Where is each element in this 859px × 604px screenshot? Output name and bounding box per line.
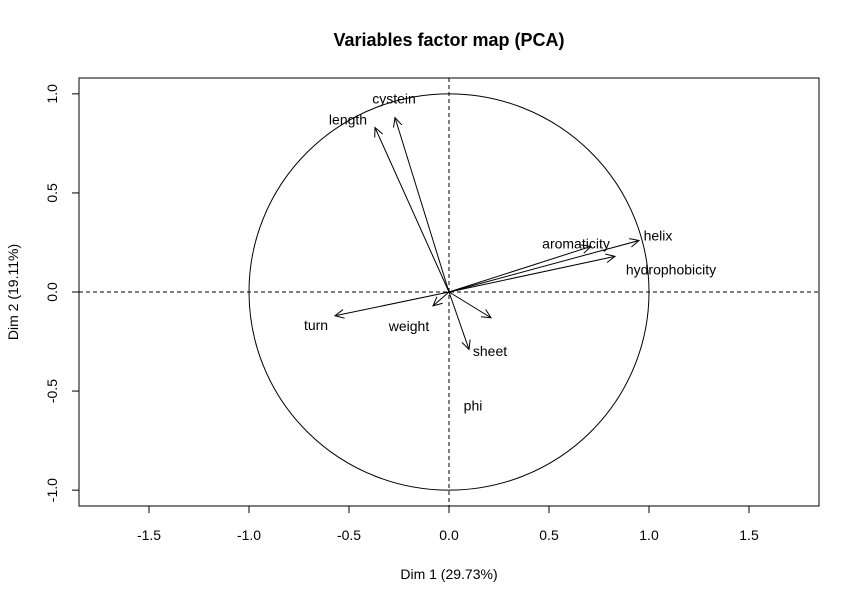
x-tick-label-4: 0.5 <box>539 527 559 543</box>
arrowhead-length <box>374 126 383 138</box>
vector-helix: helix <box>448 227 673 293</box>
label-aromaticity: aromaticity <box>542 235 610 251</box>
arrow-line-phi <box>448 291 470 350</box>
y-tick-label-2: 0.0 <box>44 282 60 302</box>
arrow-line-aromaticity <box>448 245 592 293</box>
arrowhead-weight <box>432 296 443 307</box>
arrow-line-sheet <box>448 291 492 319</box>
y-axis-label: Dim 2 (19.11%) <box>5 244 21 340</box>
arrow-line-cystein <box>394 117 450 293</box>
vector-length: length <box>329 112 450 293</box>
vector-aromaticity: aromaticity <box>448 235 610 293</box>
arrowhead-helix <box>629 238 641 248</box>
vector-weight: weight <box>388 291 450 334</box>
x-tick-label-6: 1.5 <box>739 527 759 543</box>
y-tick-label-1: -0.5 <box>44 379 60 403</box>
label-phi: phi <box>464 397 483 413</box>
vector-sheet: sheet <box>448 291 507 359</box>
arrowhead-turn <box>333 309 345 319</box>
x-tick-label-3: 0.0 <box>439 527 459 543</box>
arrow-line-weight <box>432 291 450 307</box>
label-sheet: sheet <box>473 343 507 359</box>
arrow-line-turn <box>334 291 450 317</box>
label-helix: helix <box>644 227 673 243</box>
label-length: length <box>329 112 367 128</box>
vector-hydrophobicity: hydrophobicity <box>448 253 716 293</box>
arrowhead-cystein <box>393 116 403 128</box>
vector-cystein: cystein <box>372 91 450 293</box>
x-axis-label: Dim 1 (29.73%) <box>400 566 497 582</box>
arrowhead-sheet <box>481 309 492 319</box>
label-turn: turn <box>304 317 328 333</box>
arrowhead-hydrophobicity <box>605 253 617 263</box>
chart-title: Variables factor map (PCA) <box>333 30 564 50</box>
label-hydrophobicity: hydrophobicity <box>626 261 716 277</box>
x-tick-label-0: -1.5 <box>137 527 161 543</box>
vector-phi: phi <box>448 291 483 413</box>
correlation-circle <box>248 93 650 491</box>
x-tick-label-5: 1.0 <box>639 527 659 543</box>
arrow-line-helix <box>448 239 640 293</box>
unit-circle <box>248 93 650 491</box>
axes: -1.5 -1.0 -0.5 0.0 0.5 1.0 1.5 -1.0 -0.5 0.0 0.5 1.… <box>44 84 759 543</box>
y-tick-label-0: -1.0 <box>44 478 60 502</box>
arrow-line-hydrophobicity <box>448 255 616 293</box>
arrow-line-length <box>374 127 450 293</box>
variable-vectors: length cystein helix aromaticity hydrophobic… <box>304 91 716 414</box>
label-weight: weight <box>388 318 430 334</box>
vector-turn: turn <box>304 291 450 333</box>
y-tick-label-4: 1.0 <box>44 84 60 104</box>
arrowhead-phi <box>461 339 471 351</box>
y-tick-label-3: 0.5 <box>44 183 60 203</box>
arrowhead-aromaticity <box>581 244 593 254</box>
x-tick-label-2: -0.5 <box>337 527 361 543</box>
x-tick-label-1: -1.0 <box>237 527 261 543</box>
label-cystein: cystein <box>372 91 416 107</box>
